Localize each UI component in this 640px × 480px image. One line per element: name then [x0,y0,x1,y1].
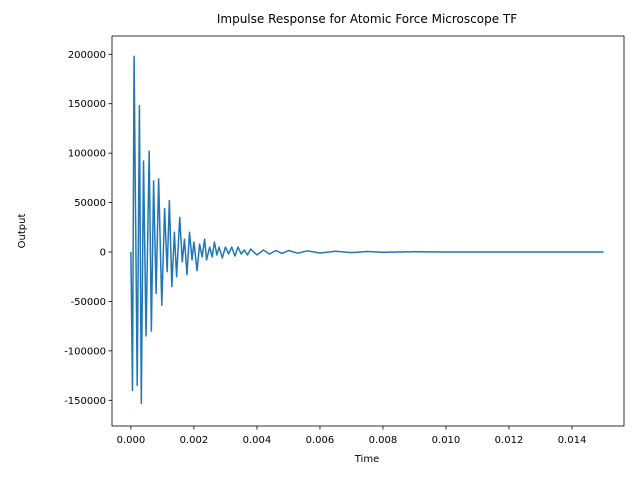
x-tick-label: 0.010 [432,435,461,446]
y-tick-label: -150000 [64,396,106,407]
plot-frame [111,35,625,427]
x-tick-label: 0.004 [243,435,272,446]
y-tick-label: 150000 [68,99,106,110]
y-axis-label: Output [17,214,28,249]
y-tick-label: 100000 [68,149,106,160]
x-axis-label: Time [354,454,379,465]
chart-title: Impulse Response for Atomic Force Micros… [217,12,517,26]
y-tick-label: 0 [100,248,106,259]
x-tick-label: 0.000 [117,435,146,446]
x-tick-label: 0.014 [558,435,587,446]
x-tick-label: 0.006 [306,435,335,446]
y-tick-label: -100000 [64,346,106,357]
x-tick-label: 0.012 [495,435,524,446]
line-series [130,55,604,405]
y-tick-label: 50000 [74,198,106,209]
y-tick-label: 200000 [68,50,106,61]
x-tick-label: 0.002 [180,435,209,446]
x-tick-label: 0.008 [369,435,398,446]
y-tick-label: -50000 [71,297,106,308]
